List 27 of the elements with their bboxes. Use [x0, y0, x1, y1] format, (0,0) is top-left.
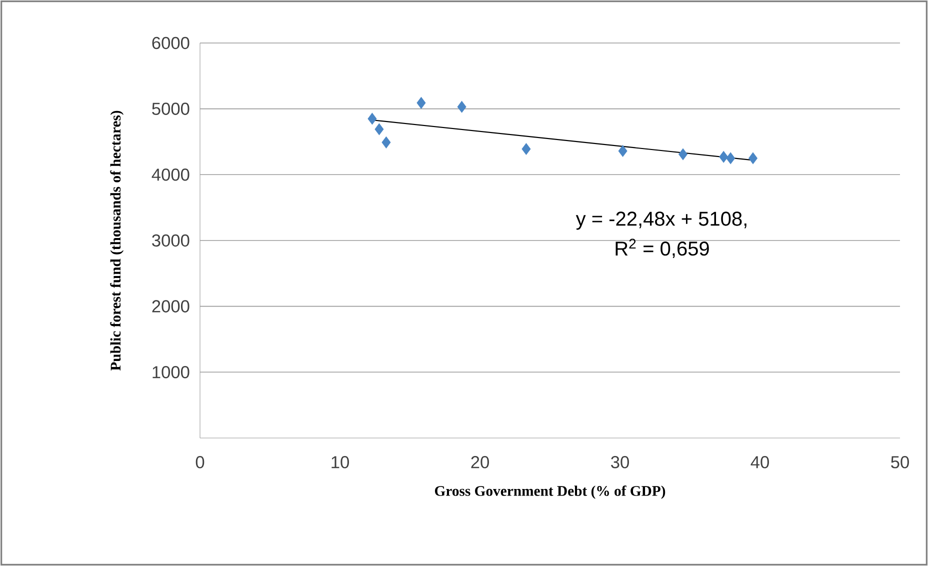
point: [522, 143, 531, 155]
y-tick-label: 6000: [152, 36, 190, 50]
point: [726, 152, 736, 164]
x-axis-title: Gross Government Debt (% of GDP): [434, 485, 666, 499]
point: [374, 123, 384, 136]
point: [719, 151, 728, 163]
y-tick-label: 1000: [152, 366, 190, 378]
y-tick-label: 3000: [152, 234, 190, 247]
y-tick-label: 4000: [152, 168, 190, 181]
point: [382, 136, 391, 148]
point: [678, 148, 688, 160]
y-axis-title: Public forest fund (thousands of hectares): [110, 110, 124, 371]
annotation: R$^{2}$ = 0,659: [616, 238, 709, 258]
x-tick-label: 40: [750, 456, 769, 468]
x-tick-label: 50: [891, 456, 909, 468]
y-tick-label: 5000: [152, 102, 190, 115]
annotation: y = -22,48x + 5108,: [576, 212, 746, 230]
point: [457, 100, 466, 113]
x-tick-label: 30: [611, 456, 629, 468]
point: [618, 145, 628, 157]
x-tick-label: 0: [196, 456, 204, 468]
point: [368, 112, 377, 125]
x-tick-label: 20: [471, 456, 489, 468]
x-tick-label: 10: [332, 456, 349, 468]
point: [748, 152, 758, 164]
y-tick-label: 2000: [152, 300, 190, 312]
point: [416, 97, 426, 109]
